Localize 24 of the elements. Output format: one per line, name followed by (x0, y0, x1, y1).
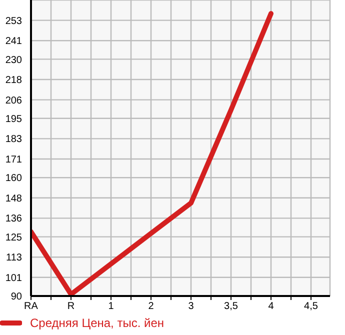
x-tick-label: RA (24, 301, 38, 312)
y-tick-label: 218 (5, 75, 22, 86)
y-tick-label: 160 (5, 173, 22, 184)
y-tick-label: 101 (5, 272, 22, 284)
x-tick-label: 4 (268, 301, 274, 312)
legend-label: Средняя Цена, тыс. йен (30, 316, 164, 330)
x-tick-label: 3 (188, 301, 194, 312)
y-tick-label: 148 (5, 193, 22, 204)
y-tick-label: 183 (5, 134, 22, 146)
y-tick-label: 195 (5, 114, 22, 125)
y-tick-label: 125 (5, 232, 22, 244)
x-tick-label: 3,5 (224, 301, 238, 312)
y-tick-label: 253 (5, 16, 22, 27)
x-tick-label: 2 (148, 301, 154, 312)
y-tick-label: 171 (5, 154, 22, 166)
x-tick-label: 1 (108, 301, 114, 312)
x-tick-label: 4,5 (304, 301, 318, 312)
x-tick-label: R (67, 301, 75, 312)
y-tick-label: 241 (5, 36, 22, 48)
y-tick-label: 230 (5, 54, 22, 66)
y-tick-label: 206 (5, 95, 22, 106)
y-tick-label: 136 (5, 214, 22, 225)
y-tick-label: 113 (6, 252, 22, 264)
y-tick-label: 90 (10, 292, 22, 303)
